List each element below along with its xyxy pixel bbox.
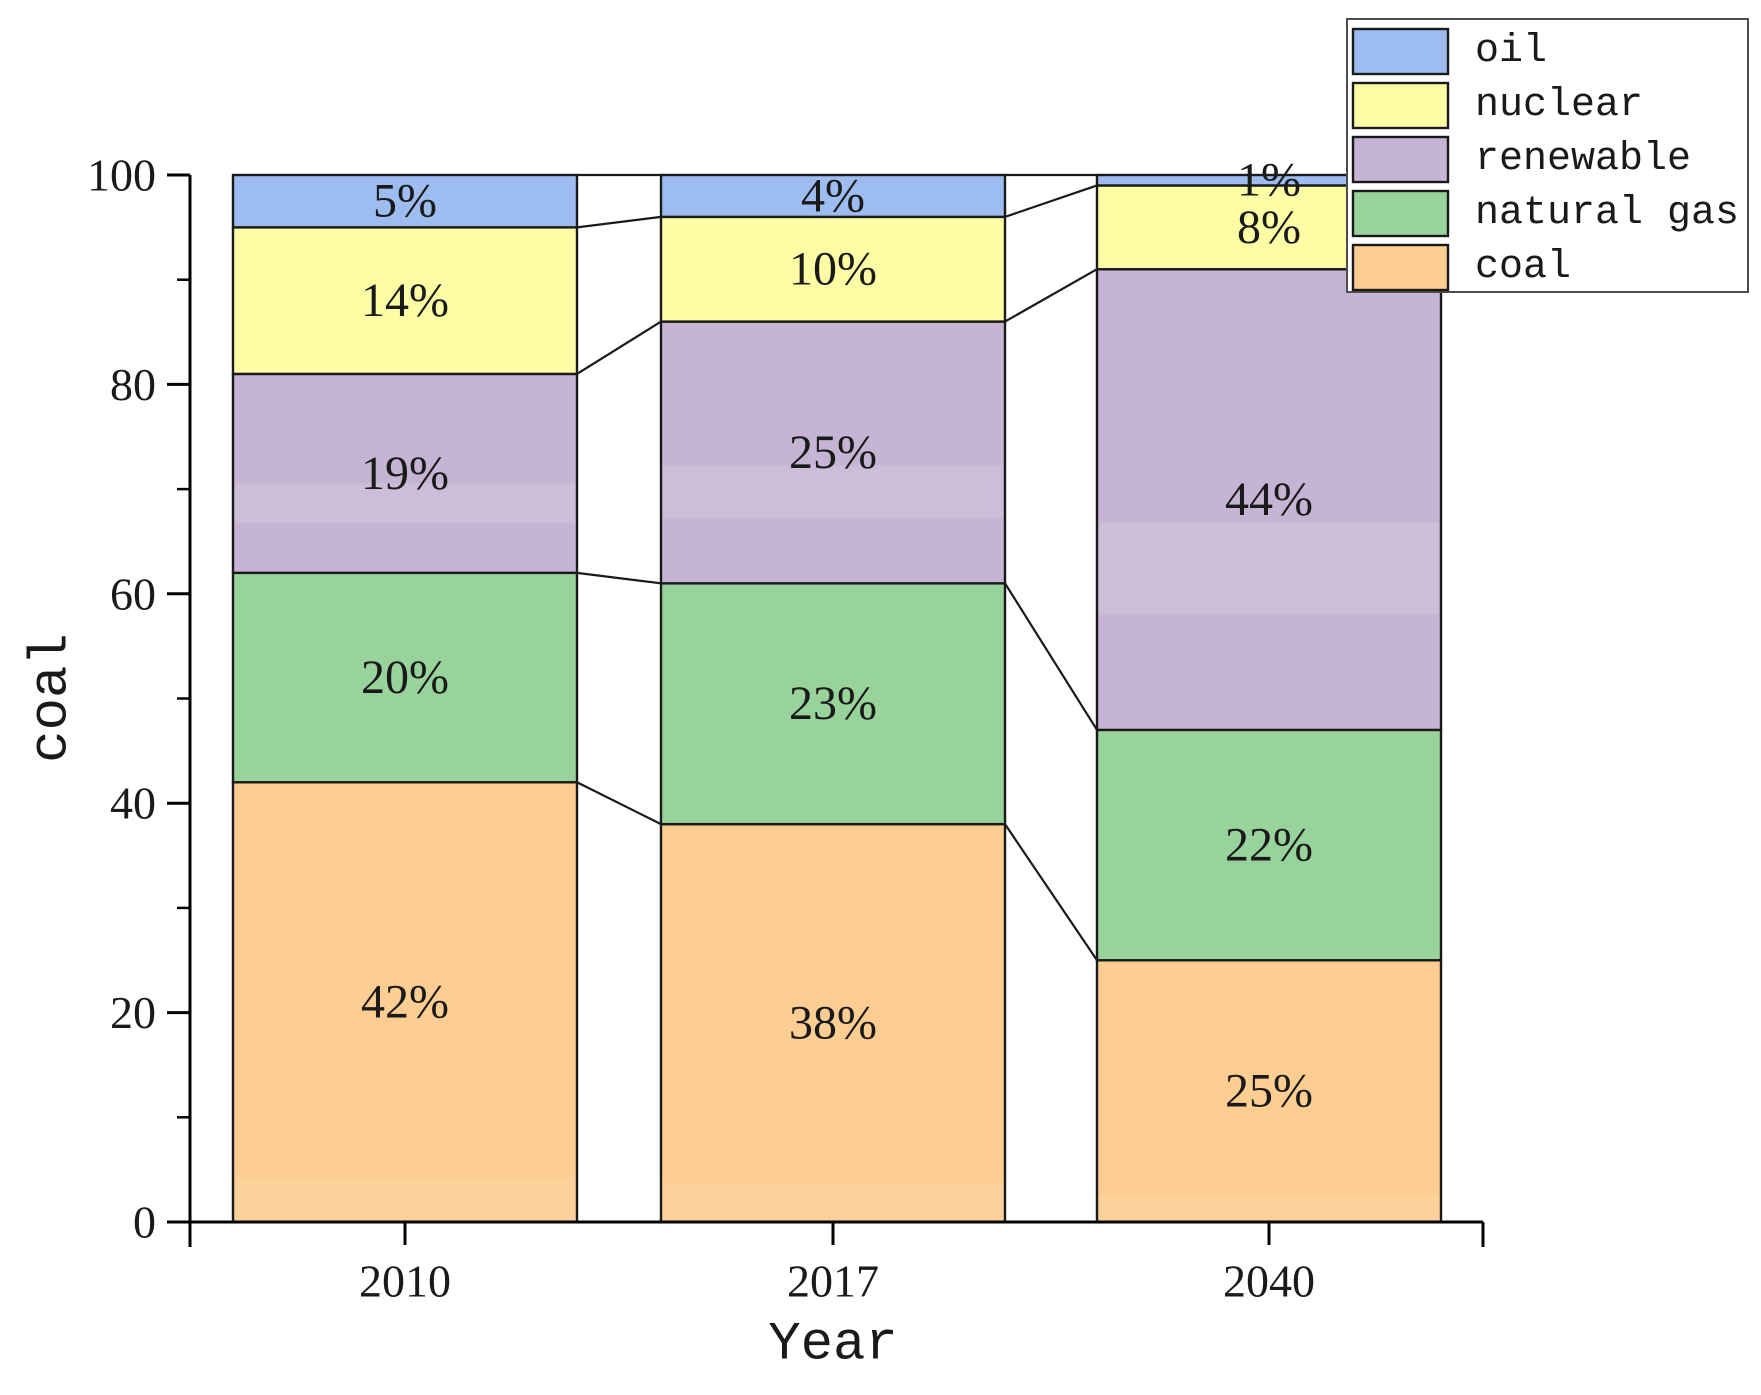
legend-label-coal: coal [1475,245,1571,290]
connector-line-renewable-2017-2040 [1004,268,1098,323]
connector-lines-layer [576,173,1098,961]
legend-swatch-natural-gas [1351,189,1450,238]
bar-segment-coal-2017 [659,822,1007,1224]
legend-swatch-coal [1351,243,1450,292]
value-label-oil-2040: 1% [1237,154,1301,207]
value-label-nuclear-2040: 8% [1237,201,1301,254]
y-tick-label-100: 100 [87,150,156,201]
value-label-nuclear-2017: 10% [789,243,877,296]
legend-swatch-renewable [1351,135,1450,184]
shade-band [1098,522,1440,615]
value-label-natural-gas-2017: 23% [789,677,877,730]
value-label-renewable-2010: 19% [361,447,449,500]
value-label-coal-2010: 42% [361,976,449,1029]
value-label-oil-2010: 5% [373,175,437,228]
axes-layer [167,173,1485,1247]
legend-label-oil: oil [1475,29,1547,74]
shade-band [662,1182,1004,1220]
bar-segment-renewable-2017 [659,320,1007,585]
value-label-nuclear-2010: 14% [361,274,449,327]
x-tick-label-2010: 2010 [359,1256,451,1307]
y-tick-label-80: 80 [110,359,156,410]
bar-segment-renewable-2040 [1095,268,1443,732]
bar-segment-oil-2017 [659,173,1007,219]
y-tick-label-20: 20 [110,987,156,1038]
connector-line-renewable-2010-2017 [576,320,662,375]
shade-band [662,465,1004,518]
legend-swatch-oil [1351,27,1450,76]
legend-label-renewable: renewable [1475,137,1691,182]
value-label-renewable-2017: 25% [789,426,877,479]
y-tick-label-0: 0 [133,1197,156,1248]
bar-segment-oil-2010 [231,173,579,229]
bar-segment-natural-gas-2040 [1095,728,1443,962]
connector-line-natural-gas-2017-2040 [1004,582,1098,731]
connector-line-nuclear-2010-2017 [576,215,662,229]
connector-line-coal-2017-2040 [1004,823,1098,961]
connector-line-coal-2010-2017 [576,781,662,826]
connector-line-nuclear-2017-2040 [1004,184,1098,218]
bar-segment-renewable-2010 [231,372,579,575]
legend-label-natural-gas: natural gas [1475,191,1739,236]
bar-segment-coal-2010 [231,781,579,1224]
x-axis-title: Year [768,1315,898,1376]
value-label-natural-gas-2010: 20% [361,651,449,704]
value-label-renewable-2040: 44% [1225,473,1313,526]
y-tick-label-60: 60 [110,568,156,619]
shade-band [1098,1195,1440,1220]
bar-segment-coal-2040 [1095,959,1443,1224]
bars-layer [231,173,1443,1224]
y-axis-title: coal [22,633,83,763]
legend-swatch-nuclear [1351,81,1450,130]
value-label-coal-2017: 38% [789,997,877,1050]
shade-band [234,483,576,524]
connector-line-natural-gas-2010-2017 [576,571,662,585]
value-label-natural-gas-2040: 22% [1225,819,1313,872]
x-tick-label-2017: 2017 [787,1256,879,1307]
value-label-oil-2017: 4% [801,169,865,222]
legend-label-nuclear: nuclear [1475,83,1643,128]
shade-band [234,1178,576,1220]
value-labels-layer: 42% 20% 19% 14% 5% 38% 23% 25% 10% 4% 25% 22% 44% 8%1… [361,154,1313,1118]
value-label-coal-2040: 25% [1225,1065,1313,1118]
x-tick-label-2040: 2040 [1223,1256,1315,1307]
y-tick-label-40: 40 [110,778,156,829]
legend: oil nuclear renewable natural gas coal [1346,18,1749,293]
